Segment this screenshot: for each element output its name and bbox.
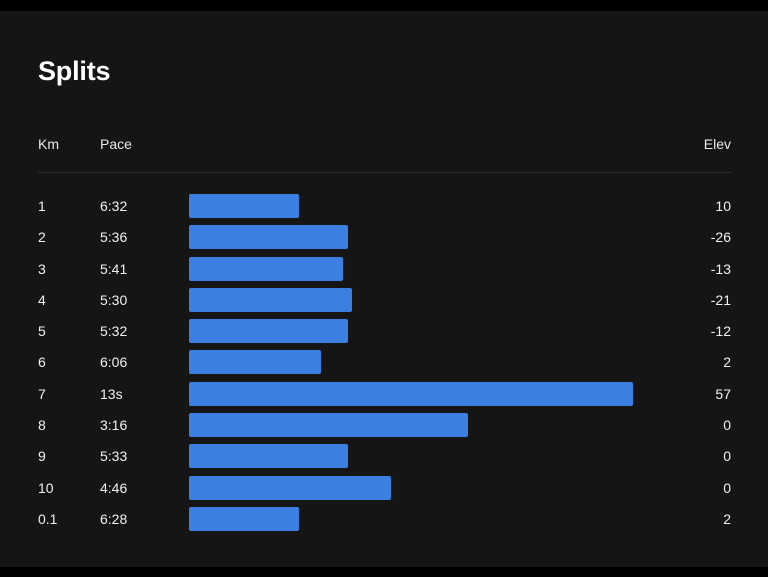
split-km: 9 [38, 448, 46, 465]
split-elev: -12 [710, 323, 731, 340]
split-row: 9 5:33 0 [0, 442, 768, 473]
split-row: 3 5:41 -13 [0, 255, 768, 286]
split-km: 3 [38, 260, 46, 277]
split-pace: 3:16 [100, 417, 128, 434]
split-km: 1 [38, 198, 46, 214]
column-header-pace: Pace [100, 136, 132, 152]
split-pace: 5:33 [100, 448, 128, 465]
page-title: Splits [38, 56, 111, 86]
pace-bar [189, 475, 391, 500]
pace-bar [189, 319, 348, 344]
pace-bar [189, 506, 299, 531]
split-elev: -26 [710, 229, 731, 246]
pace-bar [189, 256, 343, 281]
header-divider [38, 172, 731, 173]
split-elev: -13 [710, 260, 731, 277]
split-row: 10 4:46 0 [0, 474, 768, 505]
column-header-elev: Elev [703, 136, 731, 152]
split-elev: -21 [710, 291, 731, 308]
split-pace: 5:36 [100, 229, 128, 246]
split-elev: 0 [723, 479, 731, 496]
split-pace: 6:06 [100, 354, 128, 371]
pace-bar [189, 444, 348, 469]
split-km: 6 [38, 354, 46, 371]
split-row: 7 13s 57 [0, 380, 768, 411]
split-pace: 5:41 [100, 260, 128, 277]
pace-bar [189, 350, 321, 375]
split-km: 4 [38, 291, 46, 308]
split-km: 2 [38, 229, 46, 246]
split-pace: 4:46 [100, 479, 128, 496]
split-pace: 6:32 [100, 198, 128, 214]
pace-bar [189, 287, 352, 312]
split-row: 1 6:32 10 [0, 192, 768, 223]
split-elev: 57 [715, 385, 731, 402]
split-row: 5 5:32 -12 [0, 317, 768, 348]
split-row: 4 5:30 -21 [0, 286, 768, 317]
split-km: 10 [38, 479, 54, 496]
split-row: 6 6:06 2 [0, 348, 768, 379]
split-km: 8 [38, 417, 46, 434]
split-km: 0.1 [38, 510, 58, 527]
split-row: 8 3:16 0 [0, 411, 768, 442]
split-km: 5 [38, 323, 46, 340]
pace-bar [189, 194, 299, 218]
split-pace: 5:32 [100, 323, 128, 340]
column-header-km: Km [38, 136, 59, 152]
split-row: 2 5:36 -26 [0, 223, 768, 254]
pace-bar [189, 381, 633, 406]
split-elev: 0 [723, 448, 731, 465]
split-row: 0.1 6:28 2 [0, 505, 768, 536]
split-pace: 6:28 [100, 510, 128, 527]
split-elev: 2 [723, 510, 731, 527]
splits-card: Splits Km Pace Elev 1 6:32 10 2 5:36 -26… [0, 11, 768, 567]
split-elev: 10 [715, 198, 731, 214]
pace-bar [189, 225, 348, 250]
split-km: 7 [38, 385, 46, 402]
split-elev: 2 [723, 354, 731, 371]
splits-list: 1 6:32 10 2 5:36 -26 3 5:41 -13 4 5:30 -… [0, 192, 768, 536]
split-pace: 5:30 [100, 291, 128, 308]
split-elev: 0 [723, 417, 731, 434]
pace-bar [189, 413, 468, 438]
split-pace: 13s [100, 385, 123, 402]
